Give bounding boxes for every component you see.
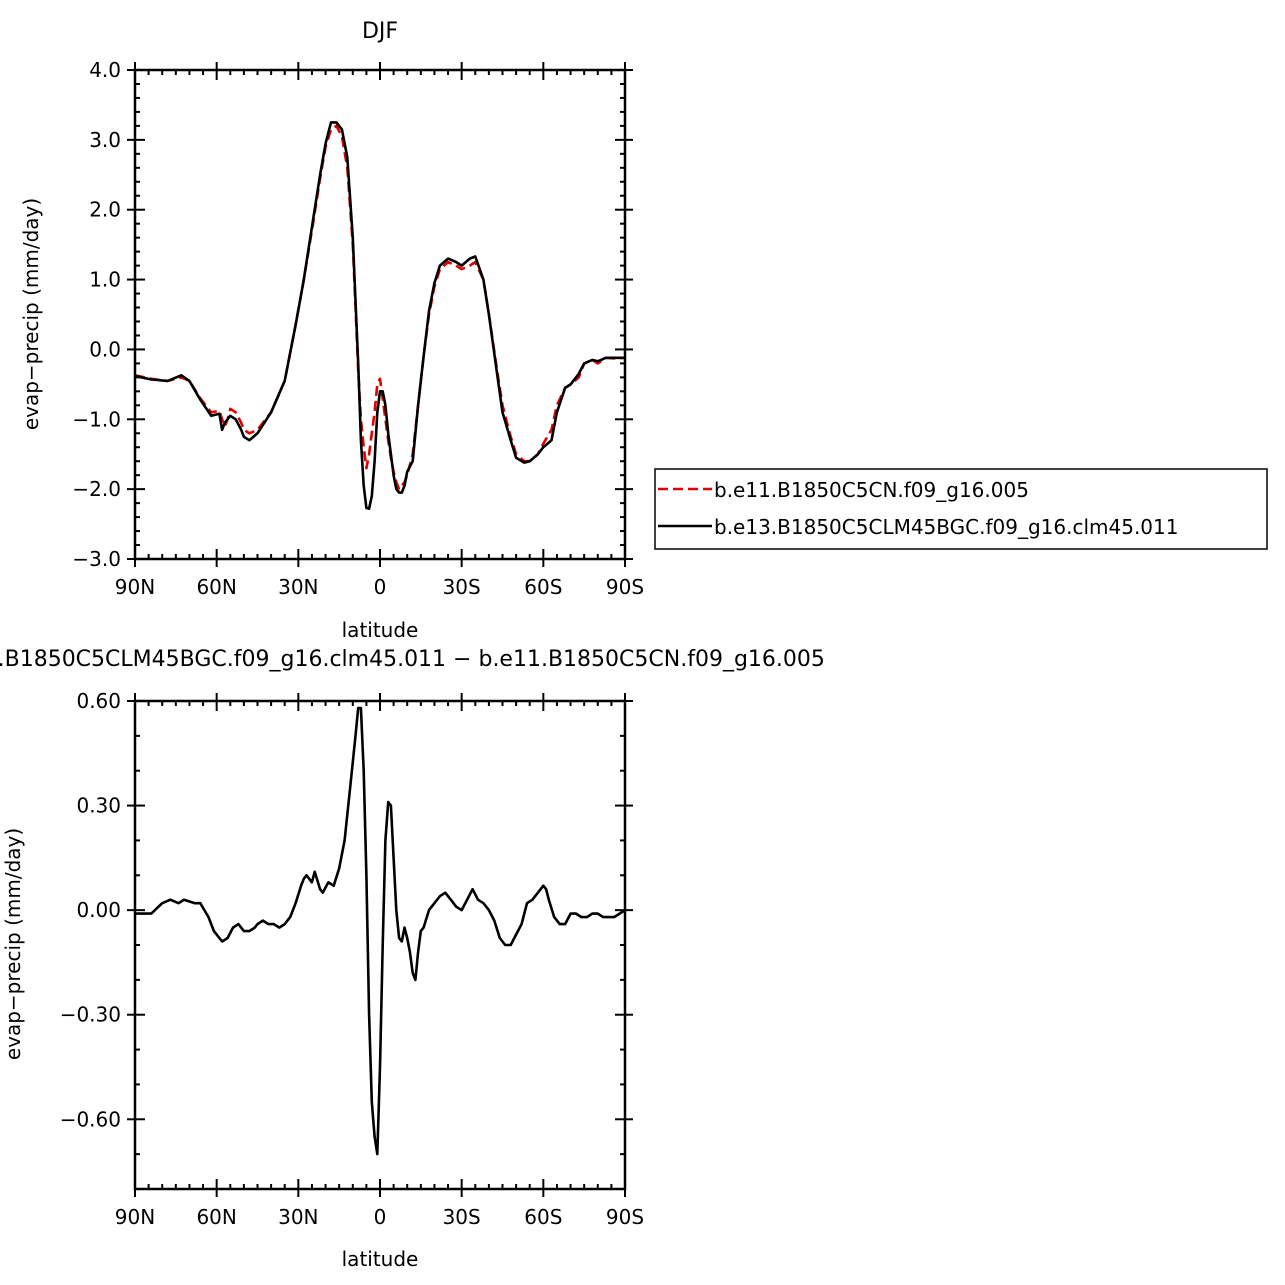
x-tick-label: 90N bbox=[115, 575, 155, 599]
y-tick-label: −0.30 bbox=[60, 1003, 121, 1027]
x-tick-label: 90S bbox=[606, 1205, 644, 1229]
x-tick-label: 30N bbox=[278, 1205, 318, 1229]
y-tick-label: −1.0 bbox=[72, 407, 121, 431]
axis-tick-labels: 90N 60N 30N 0 30S 60S 90S 0.60 0.30 0.00 −0.30 −0.6… bbox=[60, 689, 644, 1229]
y-tick-label: 0.0 bbox=[89, 337, 121, 361]
y-axis-label: evap−precip (mm/day) bbox=[19, 198, 43, 430]
plot-frame bbox=[133, 68, 627, 561]
x-tick-label: 0 bbox=[374, 1205, 387, 1229]
chart-title: b.e13.B1850C5CLM45BGC.f09_g16.clm45.011 … bbox=[0, 647, 825, 672]
x-tick-label: 30S bbox=[443, 575, 481, 599]
legend: b.e11.B1850C5CN.f09_g16.005 b.e13.B1850C… bbox=[654, 468, 1268, 550]
x-tick-label: 60S bbox=[524, 1205, 562, 1229]
series-line-2 bbox=[134, 121, 625, 511]
plot-frame bbox=[133, 699, 627, 1191]
x-tick-label: 60N bbox=[196, 1205, 236, 1229]
x-axis-label: latitude bbox=[342, 618, 419, 642]
axis-ticks bbox=[127, 693, 633, 1197]
axis-ticks bbox=[127, 62, 633, 567]
x-axis-label: latitude bbox=[342, 1247, 419, 1271]
series-lines bbox=[134, 121, 626, 511]
y-tick-label: 1.0 bbox=[89, 268, 121, 292]
difference-chart: b.e13.B1850C5CLM45BGC.f09_g16.clm45.011 … bbox=[0, 647, 825, 1271]
x-tick-label: 90S bbox=[606, 575, 644, 599]
y-tick-label: −0.60 bbox=[60, 1107, 121, 1131]
y-tick-label: 4.0 bbox=[89, 58, 121, 82]
series-lines bbox=[135, 706, 626, 1156]
series-line-1 bbox=[135, 706, 626, 1156]
legend-label-series-2: b.e13.B1850C5CLM45BGC.f09_g16.clm45.011 bbox=[714, 515, 1178, 539]
y-tick-label: 0.60 bbox=[76, 689, 121, 713]
x-tick-label: 60N bbox=[196, 575, 236, 599]
chart-title: DJF bbox=[362, 19, 398, 44]
x-tick-label: 90N bbox=[115, 1205, 155, 1229]
axis-tick-labels: 90N 60N 30N 0 30S 60S 90S 4.0 3.0 2.0 1.0 0.0 −1.0 −2… bbox=[72, 58, 644, 599]
y-tick-label: −3.0 bbox=[72, 547, 121, 571]
evap-precip-chart: DJF evap−precip (mm/day) latitude 90N 60N… bbox=[19, 19, 644, 642]
x-tick-label: 60S bbox=[524, 575, 562, 599]
legend-label-series-1: b.e11.B1850C5CN.f09_g16.005 bbox=[714, 478, 1029, 502]
x-tick-label: 0 bbox=[374, 575, 387, 599]
y-axis-label: evap−precip (mm/day) bbox=[1, 828, 25, 1060]
y-tick-label: −2.0 bbox=[72, 477, 121, 501]
x-tick-label: 30S bbox=[443, 1205, 481, 1229]
y-tick-label: 0.30 bbox=[76, 794, 121, 818]
y-tick-label: 2.0 bbox=[89, 198, 121, 222]
x-tick-label: 30N bbox=[278, 575, 318, 599]
y-tick-label: 3.0 bbox=[89, 128, 121, 152]
legend-box bbox=[654, 468, 1268, 550]
y-tick-label: 0.00 bbox=[76, 898, 121, 922]
